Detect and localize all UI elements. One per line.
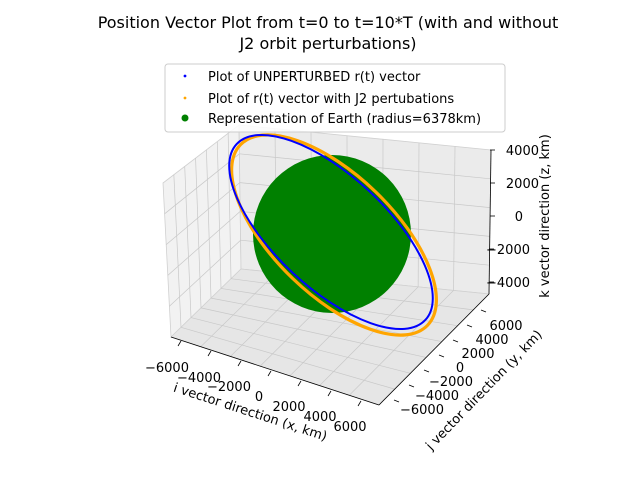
x-tick-label: 2000: [272, 400, 305, 415]
gridline: [164, 153, 240, 215]
gridline: [453, 146, 456, 291]
legend-marker-unperturbed: [183, 74, 187, 78]
chart-title-line-1: Position Vector Plot from t=0 to t=10*T …: [98, 13, 559, 32]
z-axis-line: [488, 149, 492, 295]
gridline: [165, 182, 241, 245]
z-tick-label: 2000: [506, 177, 539, 192]
y-axis-line: [378, 293, 490, 406]
legend-label-earth: Representation of Earth (radius=6378km): [208, 112, 481, 127]
x-tick-label: −6000: [145, 361, 189, 376]
legend: Plot of UNPERTURBED r(t) vector Plot of …: [164, 63, 506, 133]
z-tick-label: −4000: [486, 276, 530, 291]
earth-sphere: [253, 155, 411, 313]
y-tick-label: 4000: [475, 333, 508, 348]
chart-title-line-2: J2 orbit perturbations): [238, 34, 416, 53]
legend-label-j2: Plot of r(t) vector with J2 pertubations: [208, 92, 454, 107]
gridline: [167, 211, 241, 276]
x-tick-label: 0: [255, 390, 263, 405]
z-tick-label: 4000: [506, 144, 539, 159]
x-tick-label: 4000: [303, 410, 336, 425]
y-tick-label: −4000: [415, 389, 459, 404]
x-tick-label: 6000: [333, 420, 366, 435]
gridline: [417, 142, 420, 287]
gridline: [319, 286, 419, 386]
y-tick-label: 6000: [489, 319, 522, 334]
legend-marker-j2: [183, 96, 187, 100]
gridline: [169, 239, 241, 307]
gridline: [200, 272, 277, 347]
x-axis-line: [170, 336, 380, 406]
gridline: [190, 317, 411, 374]
y-axis-ticks: −6000 −4000 −2000 0 2000 4000 6000: [393, 309, 523, 418]
z-axis-ticks: −4000 −2000 0 2000 4000: [486, 144, 539, 291]
x-tick-label: −2000: [207, 380, 251, 395]
z-tick-label: −2000: [486, 243, 530, 258]
gridline: [184, 166, 192, 318]
gridline: [227, 133, 232, 279]
orbit-j2-perturbed: [230, 133, 438, 337]
legend-frame: [164, 63, 506, 133]
legend-marker-earth: [181, 114, 189, 122]
gridline: [180, 326, 395, 390]
x-axis-ticks: −6000 −4000 −2000 0 2000 4000 6000: [145, 340, 367, 435]
gridline: [216, 141, 222, 289]
z-tick-label: 0: [515, 210, 523, 225]
gridline: [206, 149, 212, 299]
orbit-paths: [228, 133, 438, 337]
orbit-unperturbed: [228, 133, 434, 331]
y-tick-label: 2000: [461, 347, 494, 362]
legend-label-unperturbed: Plot of UNPERTURBED r(t) vector: [208, 70, 421, 85]
gridline: [173, 174, 182, 328]
x-tick-label: −4000: [177, 371, 221, 386]
y-tick-label: −2000: [429, 375, 473, 390]
y-tick-label: −6000: [400, 403, 444, 418]
gridline: [200, 307, 427, 358]
z-axis-label: k vector direction (z, km): [538, 134, 553, 298]
y-tick-label: 0: [456, 361, 464, 376]
gridline: [195, 158, 202, 308]
